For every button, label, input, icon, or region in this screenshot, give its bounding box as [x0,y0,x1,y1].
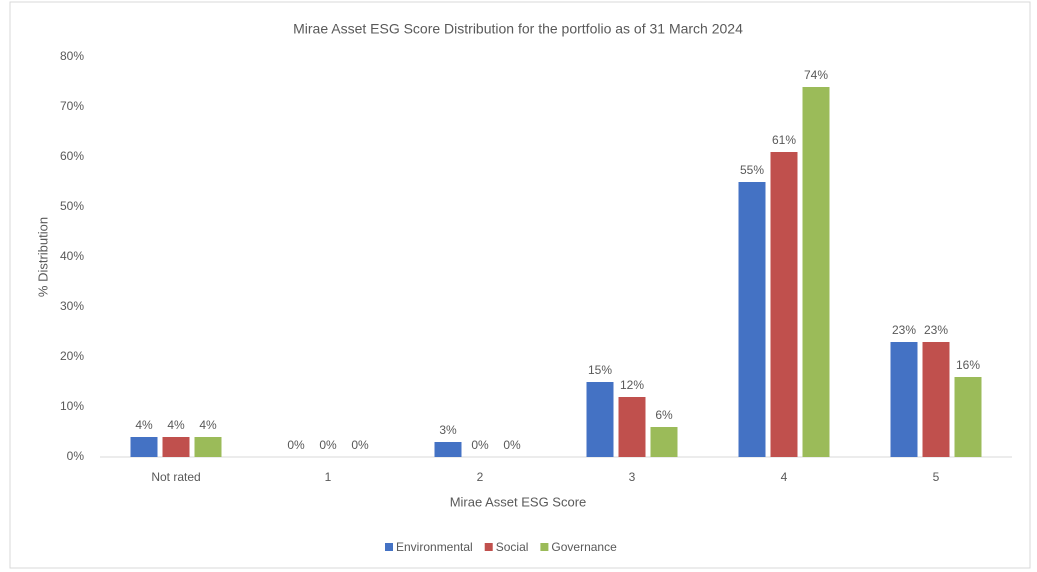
data-label: 4% [135,418,153,432]
bar [618,397,646,457]
data-label: 6% [655,408,673,422]
legend-label: Governance [551,540,617,554]
y-tick-label: 50% [60,199,84,213]
data-label: 12% [620,378,644,392]
y-tick-label: 80% [60,49,84,63]
data-label: 0% [287,438,305,452]
legend-swatch [484,543,493,551]
y-tick-label: 60% [60,149,84,163]
data-label: 0% [503,438,521,452]
data-label: 61% [772,133,796,147]
data-label: 55% [740,163,764,177]
data-label: 3% [439,423,457,437]
chart-frame [9,1,1031,569]
data-label: 23% [924,323,948,337]
bar [650,427,678,457]
y-tick-label: 10% [60,399,84,413]
x-tick-label: Not rated [151,470,200,484]
bar [130,437,158,457]
x-tick-label: 5 [933,470,940,484]
data-label: 0% [351,438,369,452]
legend-swatch [385,543,393,551]
bar [434,442,462,457]
bar [802,87,830,457]
x-tick-label: 4 [781,470,788,484]
x-tick-label: 3 [629,470,636,484]
data-label: 4% [167,418,185,432]
x-tick-label: 1 [325,470,332,484]
bar [770,152,798,457]
bar [162,437,190,457]
y-axis-title: % Distribution [35,217,50,297]
bar [890,342,918,457]
data-label: 0% [471,438,489,452]
bar [922,342,950,457]
legend-label: Social [496,540,529,554]
data-label: 23% [892,323,916,337]
bar [738,182,766,457]
bar [586,382,614,457]
y-tick-label: 40% [60,249,84,263]
y-tick-label: 20% [60,349,84,363]
x-axis-title: Mirae Asset ESG Score [450,494,587,509]
bar [194,437,222,457]
y-tick-label: 30% [60,299,84,313]
data-label: 15% [588,363,612,377]
x-tick-label: 2 [477,470,484,484]
y-tick-label: 0% [67,449,85,463]
data-label: 74% [804,68,828,82]
data-label: 0% [319,438,337,452]
y-tick-label: 70% [60,99,84,113]
legend-swatch [540,543,549,551]
legend-label: Environmental [396,540,473,554]
bar [954,377,982,457]
data-label: 16% [956,358,980,372]
chart-title: Mirae Asset ESG Score Distribution for t… [293,21,743,37]
data-label: 4% [199,418,217,432]
